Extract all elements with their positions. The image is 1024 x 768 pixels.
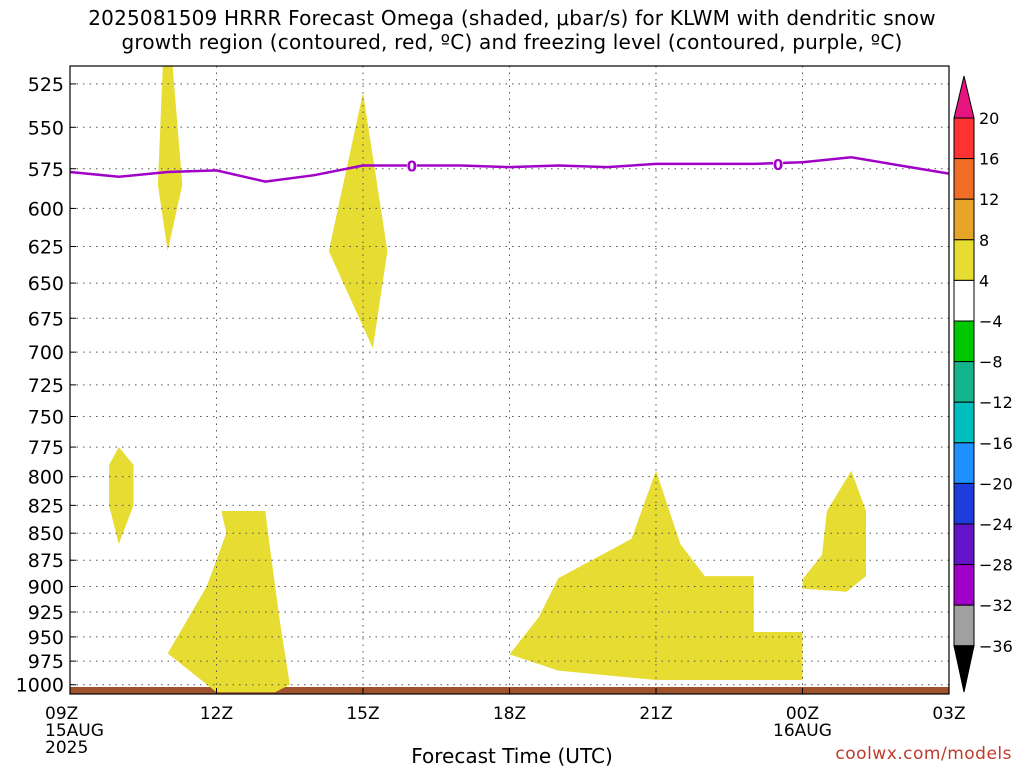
y-tick-label-975: 975 bbox=[28, 651, 64, 673]
x-tick-label-15AUG: 15AUG bbox=[45, 721, 104, 741]
colorbar-label-9: −16 bbox=[979, 434, 1013, 453]
colorbar-segment-4 bbox=[953, 239, 975, 281]
colorbar-label-2: 16 bbox=[979, 150, 999, 169]
colorbar-segment-1 bbox=[953, 117, 975, 160]
x-axis-label: Forecast Time (UTC) bbox=[411, 744, 613, 768]
y-tick-label-550: 550 bbox=[28, 117, 64, 139]
colorbar-segment-11 bbox=[953, 523, 975, 566]
freezing-level-label-2: 0 bbox=[773, 156, 783, 174]
y-tick-label-525: 525 bbox=[28, 74, 64, 96]
colorbar-segment-5 bbox=[953, 279, 975, 322]
colorbar-label-5: 4 bbox=[979, 271, 989, 290]
colorbar-label-14: −36 bbox=[979, 637, 1013, 656]
y-tick-label-850: 850 bbox=[28, 523, 64, 545]
y-tick-label-625: 625 bbox=[28, 236, 64, 258]
y-tick-label-650: 650 bbox=[28, 273, 64, 295]
colorbar-top-arrow bbox=[953, 75, 975, 119]
y-tick-label-675: 675 bbox=[28, 308, 64, 330]
y-tick-label-950: 950 bbox=[28, 627, 64, 649]
y-tick-label-725: 725 bbox=[28, 375, 64, 397]
colorbar-segment-2 bbox=[953, 158, 975, 200]
omega-region-2 bbox=[328, 92, 388, 349]
y-tick-label-775: 775 bbox=[28, 437, 64, 459]
y-tick-label-800: 800 bbox=[28, 467, 64, 489]
colorbar-segment-9 bbox=[953, 442, 975, 484]
colorbar-label-13: −32 bbox=[979, 596, 1013, 615]
y-tick-label-575: 575 bbox=[28, 159, 64, 181]
x-tick-label-12Z: 12Z bbox=[200, 704, 233, 724]
colorbar-label-1: 20 bbox=[979, 109, 999, 128]
plot-frame bbox=[69, 65, 950, 695]
x-tick-label-03Z: 03Z bbox=[932, 704, 965, 724]
chart-title-line-1: 2025081509 HRRR Forecast Omega (shaded, … bbox=[88, 6, 936, 30]
colorbar-label-3: 12 bbox=[979, 190, 999, 209]
y-tick-label-825: 825 bbox=[28, 495, 64, 517]
x-tick-label-09Z: 09Z bbox=[45, 704, 78, 724]
x-tick-label-18Z: 18Z bbox=[493, 704, 526, 724]
y-tick-label-600: 600 bbox=[28, 198, 64, 220]
freezing-level-label-1: 0 bbox=[407, 158, 417, 176]
x-tick-label-15Z: 15Z bbox=[346, 704, 379, 724]
colorbar-bottom-arrow bbox=[953, 645, 975, 693]
omega-region-6 bbox=[802, 470, 866, 592]
colorbar-label-12: −28 bbox=[979, 556, 1013, 575]
colorbar-label-4: 8 bbox=[979, 231, 989, 250]
colorbar-label-10: −20 bbox=[979, 474, 1013, 493]
y-tick-label-875: 875 bbox=[28, 550, 64, 572]
x-tick-label-16AUG: 16AUG bbox=[773, 721, 832, 741]
colorbar-segment-7 bbox=[953, 361, 975, 403]
colorbar-label-11: −24 bbox=[979, 515, 1013, 534]
chart-title: 2025081509 HRRR Forecast Omega (shaded, … bbox=[0, 6, 1024, 54]
site-credit[interactable]: coolwx.com/models bbox=[835, 744, 1012, 764]
y-tick-label-1000: 1000 bbox=[16, 675, 64, 697]
colorbar-segment-3 bbox=[953, 198, 975, 241]
colorbar-label-8: −12 bbox=[979, 393, 1013, 412]
y-tick-label-750: 750 bbox=[28, 406, 64, 428]
colorbar-label-6: −4 bbox=[979, 312, 1003, 331]
omega-region-1 bbox=[157, 66, 183, 251]
freezing-level-label-bg-2 bbox=[773, 155, 784, 172]
y-tick-label-925: 925 bbox=[28, 602, 64, 624]
x-tick-label-00Z: 00Z bbox=[786, 704, 819, 724]
omega-region-3 bbox=[109, 447, 134, 545]
colorbar-segment-13 bbox=[953, 604, 975, 647]
x-tick-label-21Z: 21Z bbox=[639, 704, 672, 724]
colorbar-segment-6 bbox=[953, 320, 975, 363]
colorbar-segment-8 bbox=[953, 401, 975, 444]
freezing-level-line bbox=[69, 156, 950, 183]
x-tick-label-2025: 2025 bbox=[45, 738, 88, 758]
omega-region-5 bbox=[509, 470, 803, 680]
chart-title-line-2: growth region (contoured, red, ºC) and f… bbox=[121, 30, 903, 54]
y-tick-label-900: 900 bbox=[28, 576, 64, 598]
omega-region-4 bbox=[167, 511, 290, 693]
colorbar-segment-10 bbox=[953, 482, 975, 525]
colorbar-segment-12 bbox=[953, 564, 975, 606]
freezing-level-label-bg-1 bbox=[406, 157, 417, 174]
colorbar-label-7: −8 bbox=[979, 353, 1003, 372]
y-tick-label-700: 700 bbox=[28, 342, 64, 364]
